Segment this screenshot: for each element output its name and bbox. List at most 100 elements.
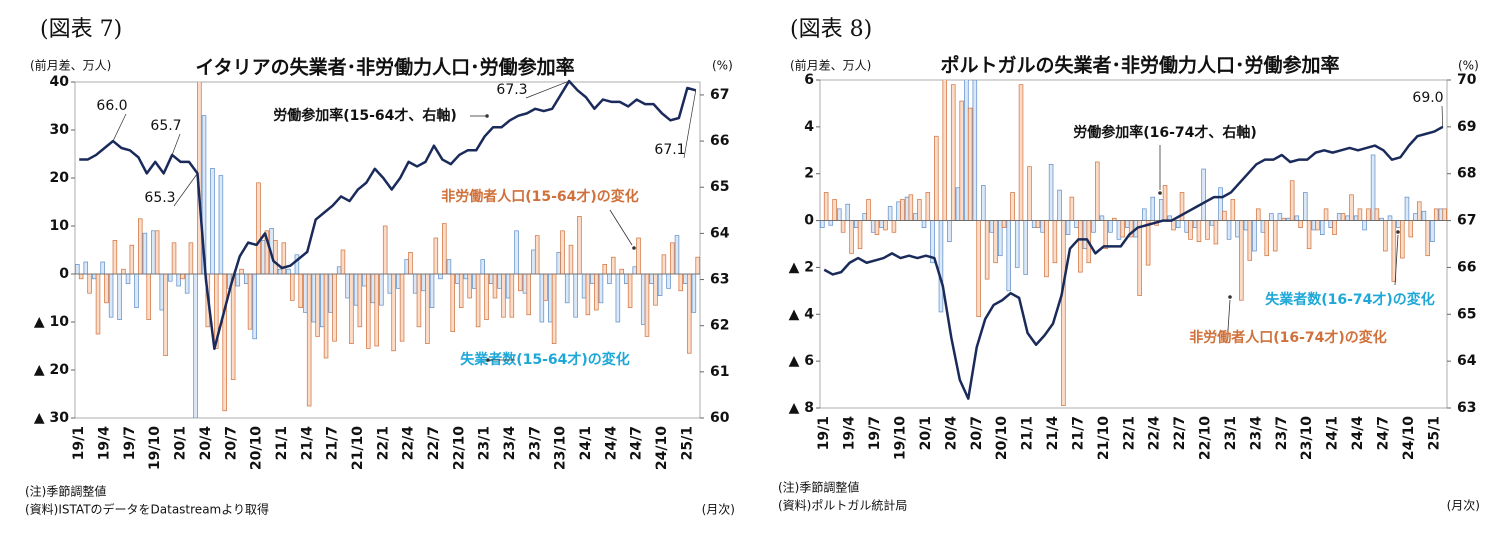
bar [1438,208,1444,221]
bar [908,194,914,221]
bar [1142,208,1147,221]
bar [678,273,684,292]
x-tick-label: 23/10 [1299,416,1315,460]
bar [853,220,859,228]
bar [610,256,616,275]
bar [1400,220,1405,259]
bar [438,273,443,280]
bar [1442,208,1447,221]
bar [75,264,80,275]
bar [1035,220,1041,228]
bar [998,220,1003,257]
bar [391,273,396,352]
bar [666,273,671,289]
bar [1125,220,1130,228]
x-tick-label: 23/1 [1223,416,1239,450]
bar [1065,220,1071,235]
bar [1150,196,1156,221]
x-tick-label: 22/1 [1121,416,1137,450]
plot-frame [74,81,701,419]
y-tick-label: ▲ 2 [789,259,814,275]
bar [942,80,948,221]
bar [1048,163,1054,221]
leader [173,173,198,207]
bar [501,273,506,318]
bar [467,273,472,299]
bar [564,273,570,304]
bar [1201,168,1206,221]
bar [1252,220,1257,252]
bar [1421,210,1427,221]
x-tick-label: 23/4 [502,426,518,461]
bar [1091,220,1096,233]
bar [683,273,688,284]
bar [100,261,105,275]
bar [1374,208,1380,221]
bar [556,252,561,275]
bar [1006,220,1011,292]
bar [108,273,114,318]
bar [463,273,469,280]
bar [484,273,489,320]
bar [615,273,621,323]
bar [879,220,884,228]
bar [947,220,952,243]
bar [247,273,253,330]
bar [210,168,215,275]
bar [281,242,287,275]
y-tick-label: 0 [59,266,69,282]
bar [1336,213,1342,221]
bar [1108,220,1113,233]
bar [404,259,409,275]
x-tick-label: 20/1 [918,416,934,450]
bar [1230,199,1236,221]
x-tick-label: 22/4 [401,426,417,461]
bar [1040,220,1045,233]
x-tick-label: 24/4 [1350,416,1366,451]
leader [525,80,570,99]
bar [1323,208,1329,221]
y-tick-label: 10 [50,218,70,234]
bar [619,268,624,275]
bar [849,220,854,254]
y-axis-label: (前月差、万人) [30,58,111,73]
bar [159,273,165,311]
chart-label: (図表 8) [790,17,872,42]
bar [921,220,927,228]
bar [548,273,553,323]
bar [1366,208,1371,221]
bar [167,273,173,282]
bar [1069,196,1075,221]
bar [336,266,342,275]
bar [1387,215,1393,221]
y2-tick-label: 68 [1457,166,1476,182]
x-tick-label: 23/1 [477,426,493,460]
bar [959,100,964,221]
x-tick-label: 22/7 [426,426,442,460]
bar [345,273,350,299]
bar [180,273,185,280]
series-label: 失業者数(16-74才)の変化 [1265,291,1435,308]
note: (注)季節調整値 [778,480,859,495]
bar [91,273,97,280]
bar [1396,220,1401,228]
y2-tick-label: 67 [1457,213,1476,229]
bar [421,273,426,292]
bar [636,237,641,275]
bar [955,187,961,221]
bar [1082,220,1088,250]
leader [171,133,181,156]
bar [1061,220,1066,407]
bar [332,273,337,342]
bar [1294,215,1300,221]
x-tick-label: 21/10 [350,426,366,470]
bar [594,273,599,311]
y-tick-label: 6 [804,72,814,88]
bar [891,220,897,233]
bar [1269,213,1274,221]
bar [1099,215,1105,221]
chart: (図表 8) ポルトガルの失業者･非労働力人口･労働参加率 (前月差、万人) (%) (… [778,17,1480,513]
bar [823,192,829,221]
bar [531,249,536,275]
